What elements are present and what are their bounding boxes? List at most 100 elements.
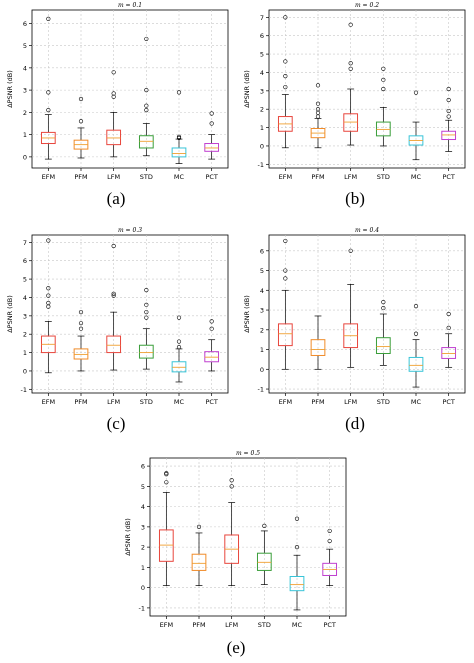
chart-title: m = 0.1 <box>118 2 142 9</box>
box-pct <box>204 111 220 160</box>
outlier-point <box>176 90 182 95</box>
outlier-point <box>446 86 451 92</box>
y-tick-label: 0 <box>23 153 27 161</box>
y-tick-label: 6 <box>260 32 264 40</box>
outlier-point <box>446 97 451 103</box>
outlier-point <box>46 16 51 22</box>
x-tick-label: PCT <box>323 621 335 629</box>
outlier-point <box>294 516 300 521</box>
iqr-box <box>343 113 359 132</box>
iqr-box <box>277 323 293 347</box>
outlier-point <box>283 85 288 90</box>
outlier-point <box>144 108 149 113</box>
outlier-point <box>413 331 419 336</box>
outlier-point <box>209 319 214 324</box>
x-tick-label: EFM <box>160 621 173 629</box>
x-tick-label: STD <box>377 398 390 406</box>
outlier-point <box>164 471 169 476</box>
y-tick-label: 3 <box>141 523 145 531</box>
box-efm <box>40 238 56 374</box>
iqr-box <box>171 361 187 373</box>
outlier-point <box>348 66 353 71</box>
box-std <box>256 523 272 585</box>
outlier-point <box>381 305 386 311</box>
outlier-point <box>176 135 182 141</box>
y-tick-label: 4 <box>260 287 264 295</box>
panel-label-e: (e) <box>226 638 246 657</box>
x-tick-label: PFM <box>74 398 87 406</box>
chart-panel-b: -1 0 1 2 3 4 5 6 7 EFM PFM LFM STD MC PCT m = 0.2 ΔPSNR … <box>237 0 474 215</box>
box-mc <box>408 90 424 161</box>
outlier-point <box>46 286 51 291</box>
box-lfm <box>343 248 359 368</box>
y-tick-label: 0 <box>23 367 27 375</box>
outlier-point <box>262 523 267 528</box>
box-pct <box>441 86 457 152</box>
outlier-point <box>46 300 51 306</box>
y-tick-label: 6 <box>141 463 145 471</box>
box-lfm <box>343 22 359 146</box>
box-mc <box>171 90 187 164</box>
outlier-point <box>111 291 116 296</box>
chart-panel-a: 0 1 2 3 4 5 6 EFM PFM LFM STD MC PCT m = 0.1 ΔPSNR (dB… <box>0 0 237 215</box>
box-std <box>138 288 154 370</box>
box-lfm <box>106 70 122 158</box>
y-tick-label: 5 <box>260 267 264 275</box>
plot-frame <box>149 457 347 617</box>
y-tick-label: 0 <box>141 584 145 592</box>
iqr-box <box>158 529 174 562</box>
x-tick-label: MC <box>292 621 303 629</box>
y-tick-label: -1 <box>258 161 264 169</box>
outlier-point <box>413 303 419 309</box>
outlier-point <box>46 90 51 95</box>
x-tick-label: STD <box>377 173 390 181</box>
box-mc <box>289 516 305 611</box>
box-efm <box>40 16 56 160</box>
y-tick-label: -1 <box>258 386 264 394</box>
outlier-point <box>283 15 288 20</box>
box-lfm <box>224 478 240 586</box>
box-pfm <box>73 96 89 159</box>
outlier-point <box>164 480 169 485</box>
y-tick-label: 0 <box>260 366 264 374</box>
boxplot-b: -1 0 1 2 3 4 5 6 7 EFM PFM LFM STD MC PCT m = 0.2 ΔPSNR … <box>243 2 466 181</box>
x-tick-label: EFM <box>42 173 55 181</box>
outlier-point <box>229 484 234 489</box>
iqr-box <box>204 351 220 363</box>
outlier-point <box>46 108 51 113</box>
outlier-point <box>78 310 84 315</box>
outlier-point <box>176 315 182 320</box>
outlier-point <box>209 111 214 116</box>
y-tick-label: -1 <box>21 386 27 394</box>
x-tick-label: PCT <box>205 173 217 181</box>
outlier-point <box>283 74 288 79</box>
outlier-point <box>111 70 116 75</box>
outlier-point <box>315 107 321 112</box>
x-tick-label: PCT <box>205 398 217 406</box>
box-pfm <box>310 83 326 149</box>
outlier-point <box>111 293 116 298</box>
iqr-box <box>204 143 220 152</box>
x-tick-label: MC <box>174 398 185 406</box>
plot-frame <box>268 9 466 169</box>
outlier-point <box>144 36 149 42</box>
outlier-point <box>348 22 353 27</box>
x-tick-label: STD <box>140 173 153 181</box>
outlier-point <box>78 321 84 326</box>
outlier-point <box>78 96 84 102</box>
iqr-box <box>408 356 424 372</box>
x-tick-label: PFM <box>311 398 324 406</box>
panel-label-a: (a) <box>106 189 126 208</box>
x-tick-label: PFM <box>74 173 87 181</box>
y-tick-label: 2 <box>23 109 27 117</box>
y-tick-label: 4 <box>23 294 27 302</box>
y-tick-label: 1 <box>23 131 27 139</box>
chart-title: m = 0.4 <box>355 227 379 234</box>
y-tick-label: 3 <box>23 87 27 95</box>
outlier-point <box>144 310 149 315</box>
iqr-box <box>191 553 207 571</box>
outlier-point <box>283 268 288 273</box>
y-tick-label: 5 <box>23 276 27 284</box>
y-tick-label: 4 <box>141 503 145 511</box>
outlier-point <box>283 276 288 281</box>
